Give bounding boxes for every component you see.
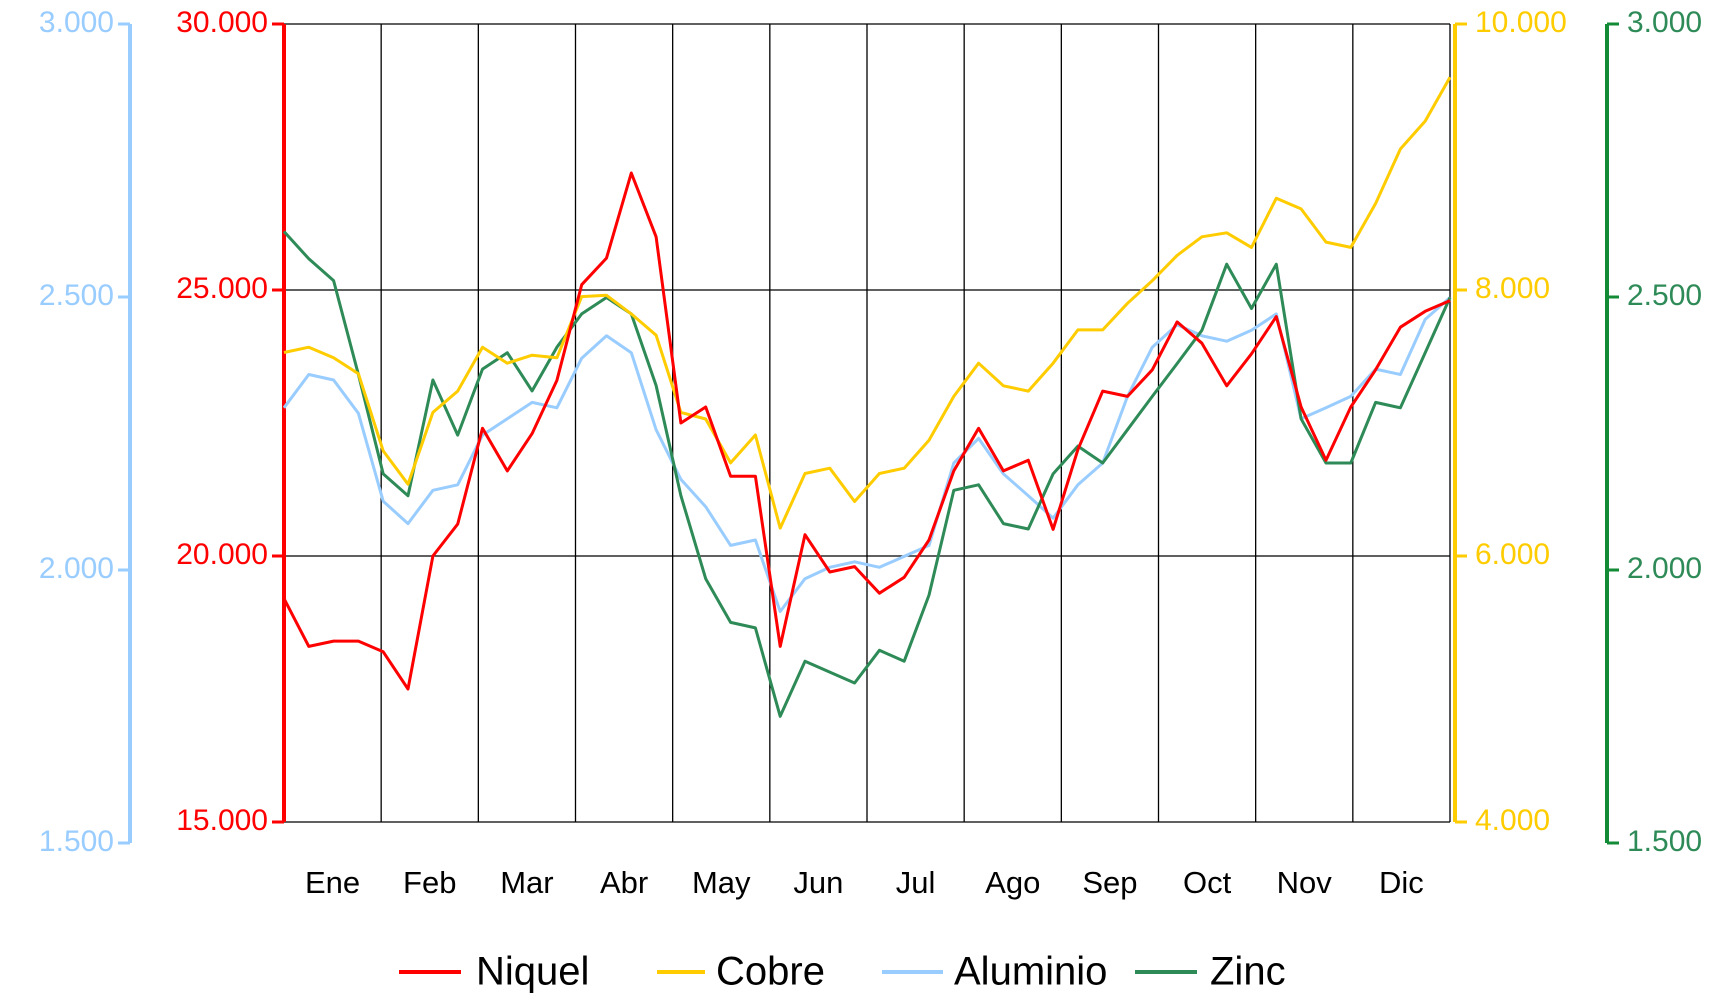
x-tick-label: Jul xyxy=(896,865,936,900)
y-tick-label: 1.500 xyxy=(39,825,114,858)
x-tick-label: Sep xyxy=(1082,865,1137,900)
y-tick-label: 10.000 xyxy=(1475,6,1567,39)
y-tick-label: 6.000 xyxy=(1475,538,1550,571)
y-tick-label: 4.000 xyxy=(1475,804,1550,837)
legend-label: Zinc xyxy=(1210,950,1286,994)
y-tick-label: 15.000 xyxy=(176,804,268,837)
y-tick-label: 20.000 xyxy=(176,538,268,571)
x-tick-label: Jun xyxy=(793,865,843,900)
x-tick-label: Feb xyxy=(403,865,456,900)
x-tick-label: Nov xyxy=(1277,865,1333,900)
y-tick-label: 2.500 xyxy=(39,279,114,312)
y-tick-label: 30.000 xyxy=(176,6,268,39)
y-tick-label: 2.500 xyxy=(1627,279,1702,312)
series-line xyxy=(282,171,1451,691)
y-tick-label: 2.000 xyxy=(1627,552,1702,585)
x-tick-label: Ago xyxy=(985,865,1040,900)
y-tick-label: 8.000 xyxy=(1475,272,1550,305)
y-tick-label: 3.000 xyxy=(39,6,114,39)
y-tick-label: 2.000 xyxy=(39,552,114,585)
legend-label: Aluminio xyxy=(954,950,1107,994)
x-tick-label: Abr xyxy=(600,865,648,900)
x-tick-label: Dic xyxy=(1379,865,1424,900)
y-tick-label: 3.000 xyxy=(1627,6,1702,39)
x-tick-label: Ene xyxy=(305,865,360,900)
y-tick-label: 1.500 xyxy=(1627,825,1702,858)
legend-label: Cobre xyxy=(716,950,825,994)
series-line xyxy=(282,230,1452,718)
x-tick-label: Mar xyxy=(500,865,553,900)
legend-label: Niquel xyxy=(476,950,589,994)
x-tick-label: Oct xyxy=(1183,865,1232,900)
y-tick-label: 25.000 xyxy=(176,272,268,305)
series-line xyxy=(283,76,1452,530)
x-tick-label: May xyxy=(692,865,751,900)
